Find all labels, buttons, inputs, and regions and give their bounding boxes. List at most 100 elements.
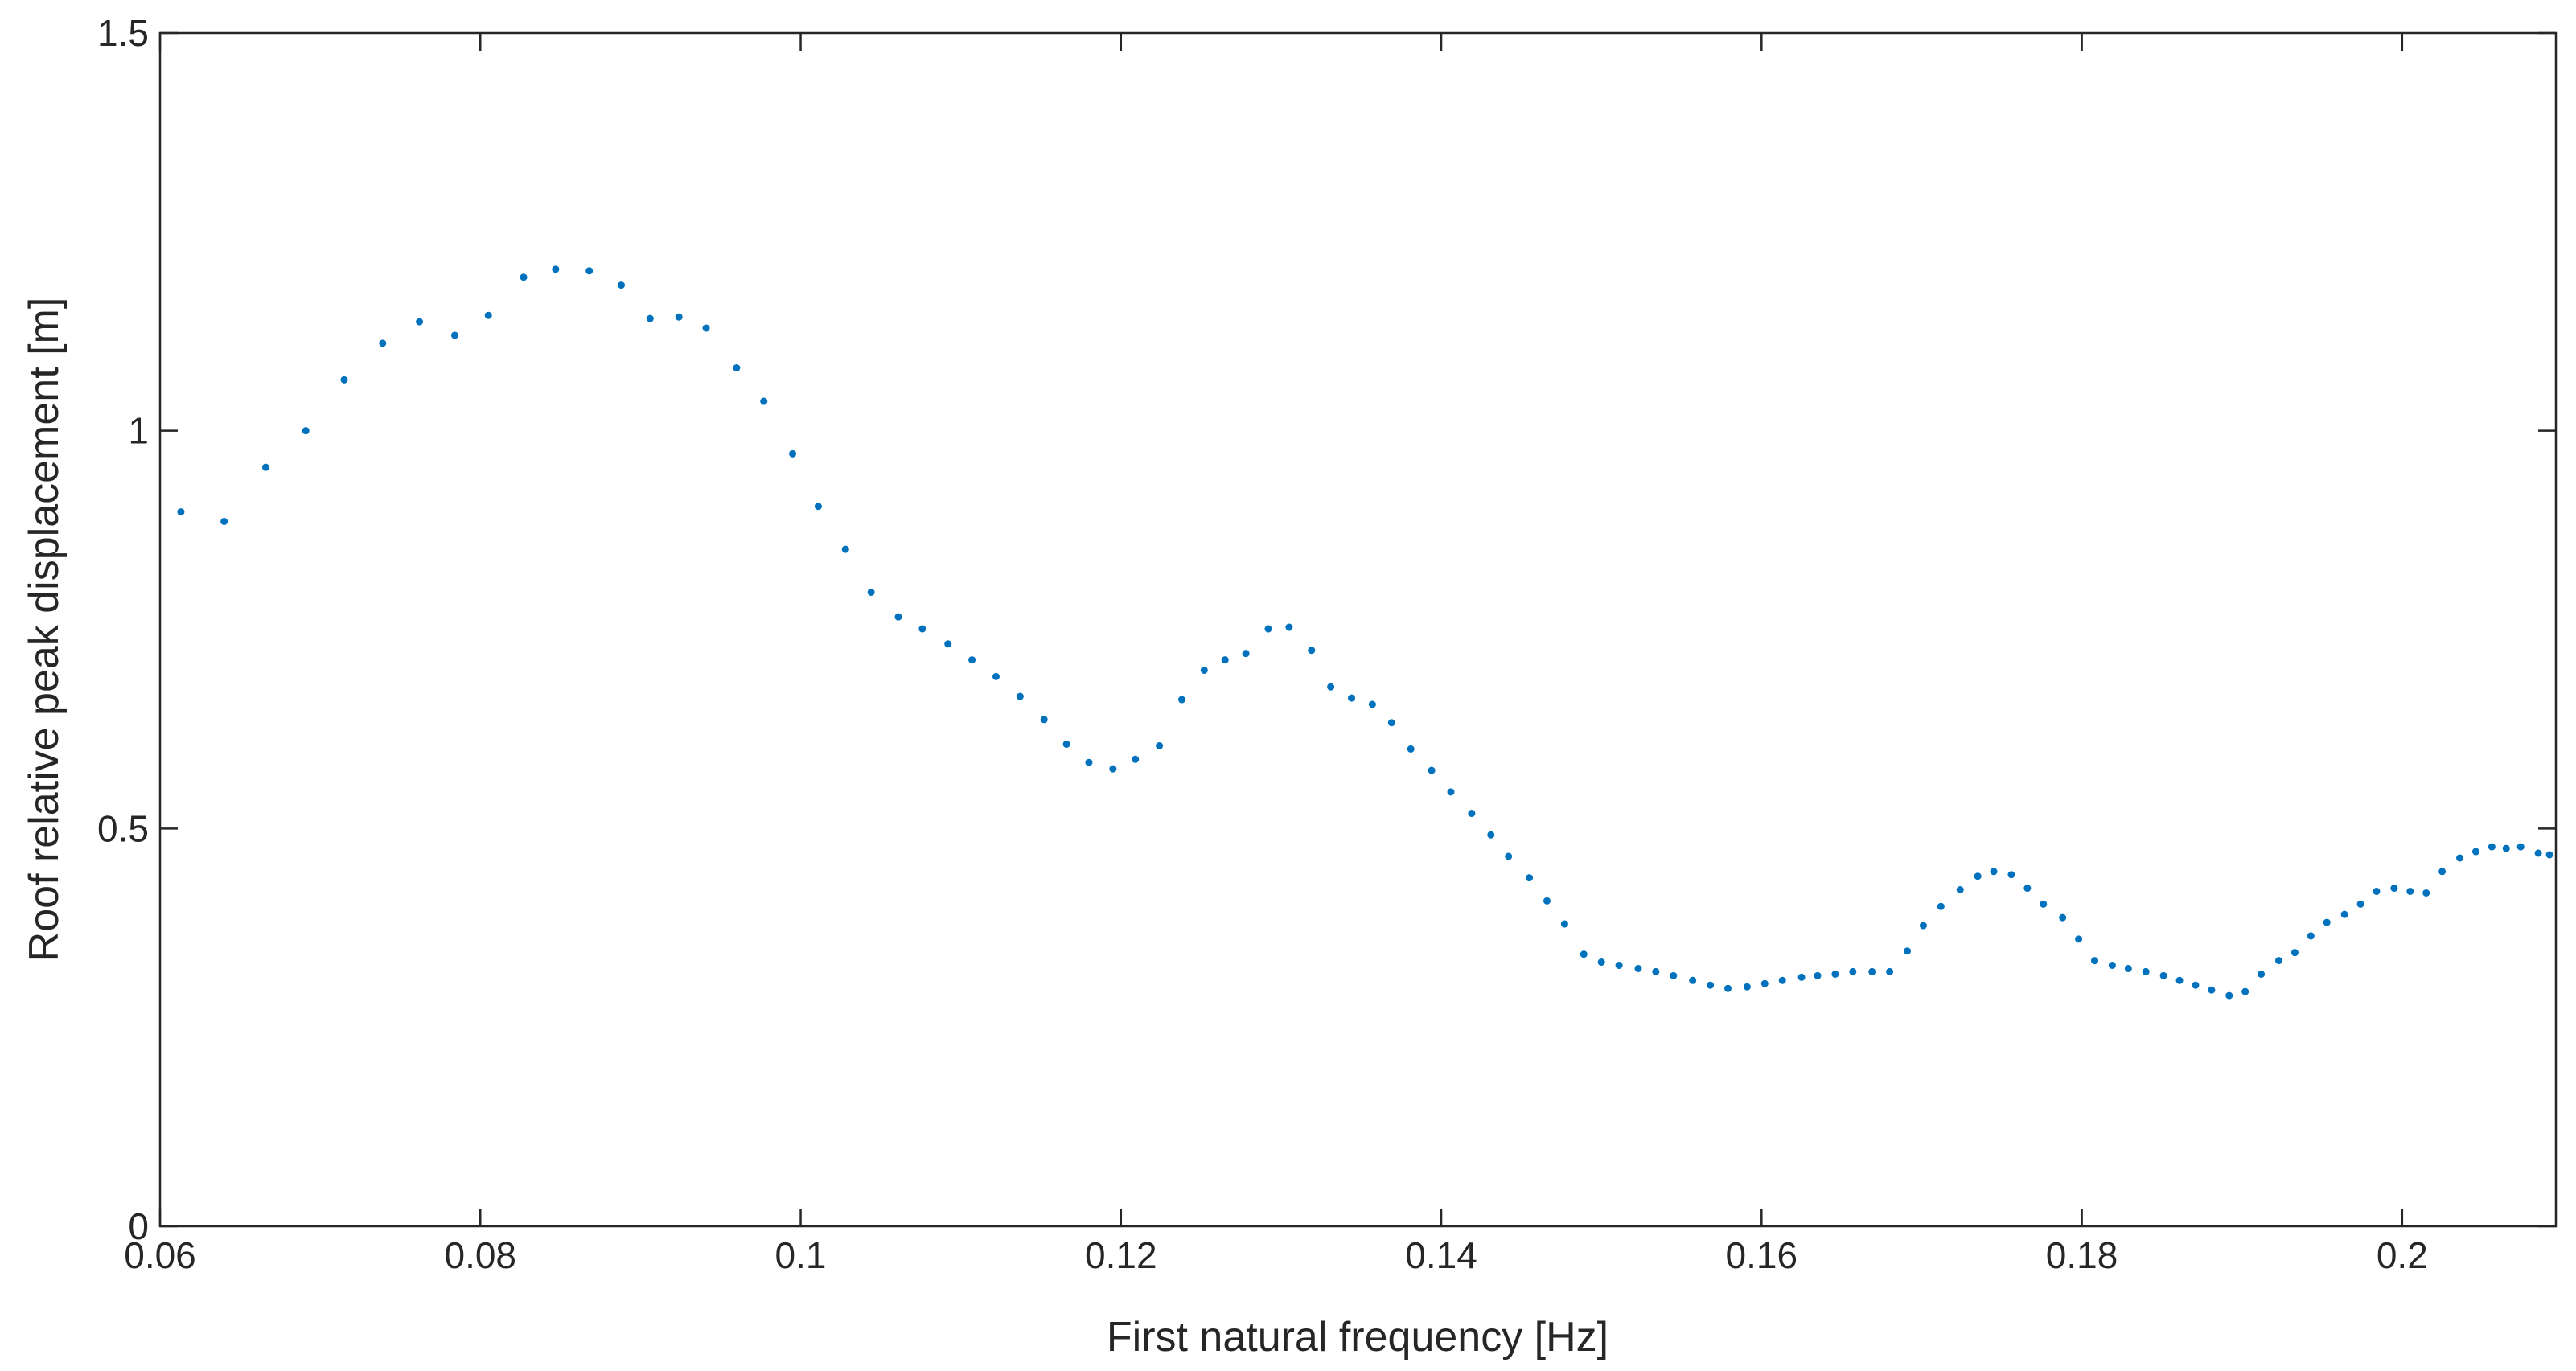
data-point: [1487, 831, 1495, 839]
data-point: [2225, 991, 2233, 1000]
data-point: [968, 656, 976, 664]
data-point: [2258, 970, 2266, 978]
data-point: [1904, 947, 1912, 955]
data-point: [1919, 922, 1927, 930]
data-point: [894, 613, 902, 621]
data-point: [1200, 666, 1208, 674]
data-point: [1109, 765, 1117, 773]
data-point: [2142, 967, 2150, 975]
data-point: [1707, 981, 1715, 989]
data-point: [1560, 920, 1568, 928]
data-point: [2007, 871, 2015, 879]
data-point: [552, 265, 560, 273]
data-point: [2422, 889, 2430, 897]
data-point: [1468, 810, 1476, 818]
data-point: [944, 640, 952, 648]
x-tick-label: 0.16: [1726, 1234, 1798, 1276]
y-tick-label: 1.5: [97, 12, 149, 54]
data-point: [2545, 851, 2553, 859]
data-point: [1937, 902, 1945, 910]
data-point: [1689, 976, 1697, 984]
data-point: [2075, 935, 2083, 943]
data-point: [702, 324, 710, 332]
data-point: [2390, 885, 2398, 893]
data-point: [733, 364, 741, 372]
data-point: [617, 281, 625, 289]
x-tick-label: 0.2: [2377, 1234, 2428, 1276]
data-point: [1327, 683, 1335, 691]
data-point: [2456, 854, 2464, 862]
data-point: [1040, 716, 1048, 724]
data-point: [1814, 971, 1822, 979]
data-point: [1886, 967, 1894, 975]
data-point: [1670, 971, 1678, 979]
data-point: [177, 508, 185, 516]
data-point: [2356, 900, 2364, 908]
data-point: [1407, 745, 1415, 753]
data-point: [2471, 848, 2479, 856]
data-point: [1868, 967, 1876, 975]
y-tick-label: 1: [128, 410, 149, 452]
data-point: [1956, 886, 1964, 894]
data-point: [1221, 656, 1229, 664]
data-point: [1580, 950, 1588, 958]
data-point: [1990, 868, 1998, 876]
data-point: [1156, 741, 1164, 749]
data-point: [1016, 692, 1024, 700]
data-point: [1132, 755, 1140, 763]
data-point: [1505, 852, 1513, 860]
data-point: [416, 318, 424, 326]
data-point: [2406, 887, 2414, 895]
plot-frame: [158, 31, 2558, 1228]
x-tick-label: 0.08: [444, 1234, 516, 1276]
data-point: [760, 397, 768, 405]
data-point: [1368, 700, 1376, 708]
data-point: [2208, 986, 2216, 994]
data-point: [1652, 967, 1660, 975]
data-point: [646, 314, 654, 322]
data-point: [789, 449, 797, 458]
y-axis-title: Roof relative peak displacement [m]: [21, 298, 68, 963]
data-point: [2192, 981, 2200, 989]
data-point: [2241, 987, 2249, 995]
data-point: [2438, 868, 2447, 876]
data-point: [1242, 650, 1250, 658]
data-point: [1543, 897, 1551, 905]
data-point: [1308, 647, 1316, 655]
data-point: [261, 463, 269, 471]
data-point: [2059, 913, 2067, 922]
data-point: [1743, 983, 1751, 991]
data-point: [1974, 872, 1982, 880]
data-point: [992, 672, 1000, 680]
data-point: [1526, 874, 1534, 882]
data-point: [1831, 970, 1839, 978]
data-point: [1634, 964, 1642, 972]
data-point: [520, 273, 528, 281]
data-point: [1387, 719, 1395, 727]
data-point: [1760, 979, 1769, 987]
data-point: [379, 339, 387, 347]
data-point: [302, 427, 310, 435]
x-tick-label: 0.12: [1085, 1234, 1157, 1276]
data-point: [1285, 623, 1293, 631]
data-point: [2516, 843, 2525, 851]
data-point: [2124, 964, 2132, 972]
data-point: [2040, 900, 2048, 908]
data-point: [918, 625, 926, 633]
data-point: [1177, 696, 1185, 704]
data-point: [675, 313, 683, 321]
x-tick-label: 0.14: [1405, 1234, 1477, 1276]
data-point: [1597, 958, 1605, 967]
data-point: [2175, 976, 2184, 984]
data-point: [1723, 984, 1732, 992]
data-point: [2373, 887, 2381, 895]
data-point: [867, 589, 875, 597]
data-point: [2290, 949, 2299, 957]
data-point: [340, 376, 348, 384]
data-point: [1264, 625, 1272, 633]
data-point: [1615, 961, 1623, 969]
data-point: [814, 503, 822, 511]
data-point: [484, 311, 492, 319]
data-point: [2488, 843, 2496, 851]
